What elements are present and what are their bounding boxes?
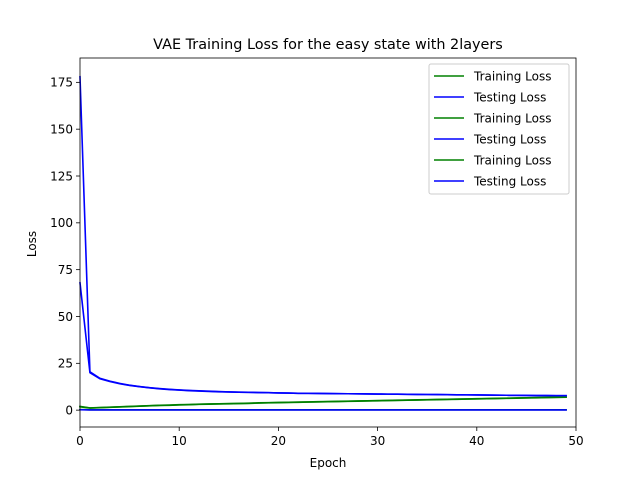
- legend-entry-label: Testing Loss: [473, 132, 546, 146]
- y-tick-label: 75: [58, 263, 73, 277]
- y-tick-label: 25: [58, 357, 73, 371]
- x-tick-label: 10: [172, 434, 187, 448]
- y-tick-label: 100: [50, 216, 73, 230]
- legend: Training Loss Testing Loss Training Loss Te…: [429, 64, 569, 194]
- legend-entry-label: Training Loss: [473, 153, 551, 167]
- y-tick-label: 0: [65, 403, 73, 417]
- legend-entry-label: Training Loss: [473, 69, 551, 83]
- legend-entry-label: Training Loss: [473, 111, 551, 125]
- x-tick-label: 50: [568, 434, 583, 448]
- y-tick-label: 125: [50, 169, 73, 183]
- legend-entry-label: Testing Loss: [473, 90, 546, 104]
- y-axis-label: Loss: [25, 231, 39, 257]
- y-tick-label: 50: [58, 310, 73, 324]
- x-tick-label: 40: [469, 434, 484, 448]
- x-tick-label: 30: [370, 434, 385, 448]
- x-tick-label: 0: [76, 434, 84, 448]
- y-tick-label: 150: [50, 122, 73, 136]
- y-tick-label: 175: [50, 76, 73, 90]
- chart-title: VAE Training Loss for the easy state wit…: [153, 37, 503, 53]
- x-tick-label: 20: [271, 434, 286, 448]
- legend-entry-label: Testing Loss: [473, 174, 546, 188]
- x-axis-label: Epoch: [310, 456, 347, 470]
